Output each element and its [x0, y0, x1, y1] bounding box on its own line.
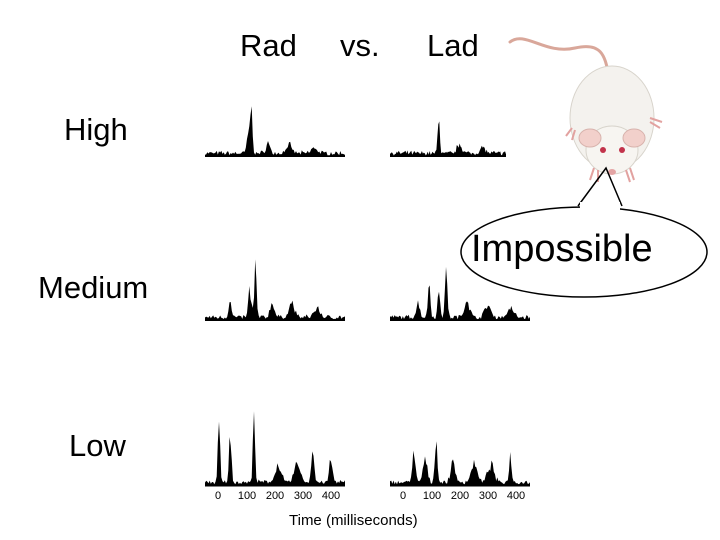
row-label-medium: Medium — [38, 270, 149, 305]
tick-label: 200 — [265, 490, 285, 502]
callout-text: Impossible — [471, 228, 653, 270]
spike-histogram-0 — [205, 106, 345, 157]
row-label-low: Low — [69, 428, 126, 463]
tick-label: 300 — [478, 490, 498, 502]
column-header-rad: Rad — [240, 28, 297, 63]
white-mouse-icon — [508, 37, 663, 183]
tick-label: 100 — [237, 490, 257, 502]
spike-histogram-2 — [205, 259, 345, 321]
spike-histogram-3 — [390, 266, 530, 321]
x-axis-label: Time (milliseconds) — [289, 512, 418, 529]
row-label-high: High — [64, 112, 128, 147]
tick-label: 0 — [214, 490, 222, 502]
spike-histogram-4 — [205, 411, 345, 486]
spike-histogram-5 — [390, 441, 530, 486]
speech-bubble-icon — [460, 166, 708, 298]
tick-label: 400 — [506, 490, 526, 502]
column-header-vs: vs. — [340, 28, 380, 63]
tick-label: 0 — [399, 490, 407, 502]
tick-label: 200 — [450, 490, 470, 502]
spike-histogram-1 — [390, 121, 506, 157]
histogram-layer — [205, 106, 530, 486]
tick-label: 300 — [293, 490, 313, 502]
tick-label: 100 — [422, 490, 442, 502]
tick-label: 400 — [321, 490, 341, 502]
column-header-lad: Lad — [427, 28, 479, 63]
